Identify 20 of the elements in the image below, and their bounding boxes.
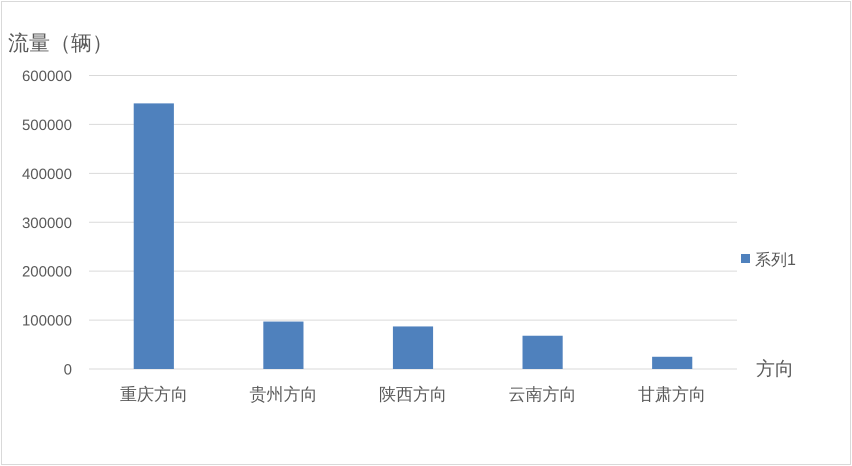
- x-tick-label: 陕西方向: [379, 385, 447, 404]
- bar: [652, 356, 692, 369]
- y-tick-label: 200000: [22, 264, 72, 281]
- x-tick-label: 云南方向: [508, 385, 577, 404]
- x-tick-label: 贵州方向: [249, 385, 318, 404]
- y-tick-label: 600000: [22, 68, 72, 85]
- x-tick-label: 重庆方向: [120, 385, 188, 404]
- y-tick-label: 0: [64, 362, 72, 378]
- y-tick-label: 500000: [22, 116, 72, 134]
- y-tick-label: 400000: [22, 166, 72, 183]
- x-tick-label: 甘肃方向: [638, 385, 706, 404]
- legend-label: 系列1: [755, 251, 796, 269]
- bar: [392, 326, 434, 369]
- x-axis-title: 方向: [756, 358, 794, 380]
- y-tick-label: 100000: [22, 312, 72, 330]
- bar: [134, 103, 174, 369]
- bar: [263, 322, 304, 369]
- y-axis-title: 流量（辆）: [8, 32, 113, 55]
- bar: [522, 336, 563, 369]
- y-tick-label: 300000: [22, 214, 72, 232]
